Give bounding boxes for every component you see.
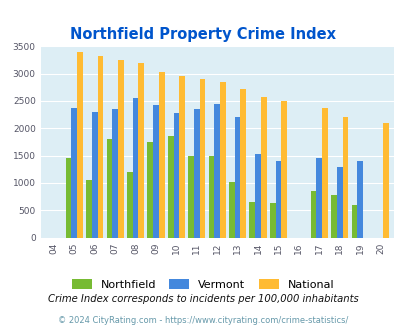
Bar: [194, 109, 199, 238]
Bar: [356, 161, 362, 238]
Bar: [260, 97, 266, 238]
Bar: [214, 104, 220, 238]
Bar: [167, 136, 173, 238]
Bar: [106, 139, 112, 238]
Bar: [138, 63, 144, 238]
Bar: [275, 161, 281, 238]
Bar: [199, 79, 205, 238]
Text: Northfield Property Crime Index: Northfield Property Crime Index: [70, 27, 335, 42]
Bar: [118, 60, 124, 238]
Bar: [71, 108, 77, 238]
Bar: [97, 56, 103, 238]
Bar: [240, 88, 245, 238]
Text: Crime Index corresponds to incidents per 100,000 inhabitants: Crime Index corresponds to incidents per…: [47, 294, 358, 304]
Bar: [220, 82, 225, 238]
Bar: [382, 123, 388, 238]
Bar: [321, 108, 327, 238]
Legend: Northfield, Vermont, National: Northfield, Vermont, National: [67, 275, 338, 294]
Text: © 2024 CityRating.com - https://www.cityrating.com/crime-statistics/: © 2024 CityRating.com - https://www.city…: [58, 316, 347, 325]
Bar: [179, 76, 185, 238]
Bar: [173, 113, 179, 238]
Bar: [66, 158, 71, 238]
Bar: [330, 195, 336, 238]
Bar: [249, 202, 255, 238]
Bar: [228, 182, 234, 238]
Bar: [147, 142, 153, 238]
Bar: [336, 167, 342, 238]
Bar: [77, 52, 83, 238]
Bar: [234, 117, 240, 238]
Bar: [112, 109, 118, 238]
Bar: [153, 105, 158, 238]
Bar: [269, 203, 275, 238]
Bar: [208, 155, 214, 238]
Bar: [255, 154, 260, 238]
Bar: [342, 117, 347, 238]
Bar: [351, 205, 356, 238]
Bar: [188, 155, 194, 238]
Bar: [132, 98, 138, 238]
Bar: [315, 158, 321, 238]
Bar: [86, 180, 92, 238]
Bar: [158, 72, 164, 238]
Bar: [127, 172, 132, 238]
Bar: [310, 191, 315, 238]
Bar: [92, 112, 97, 238]
Bar: [281, 101, 286, 238]
